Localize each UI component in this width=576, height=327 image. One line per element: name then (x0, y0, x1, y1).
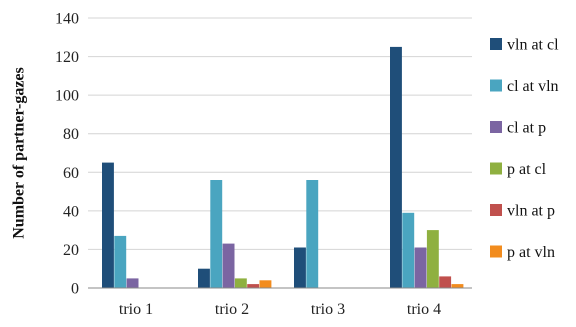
legend-label: vln at p (507, 203, 555, 220)
y-tick-label: 40 (63, 203, 79, 220)
legend-swatch (490, 162, 502, 175)
y-tick-label: 60 (63, 165, 79, 182)
legend-swatch (490, 204, 502, 216)
y-tick-label: 20 (63, 242, 79, 259)
y-tick-label: 120 (55, 49, 79, 66)
bars (102, 46, 464, 289)
y-tick-label: 140 (55, 11, 79, 28)
gridlines (88, 17, 472, 250)
legend-swatch (490, 121, 502, 133)
legend-label: cl at vln (507, 78, 559, 95)
bar-cl-at-p-trio-2 (222, 243, 235, 288)
legend-label: cl at p (507, 120, 546, 137)
bar-p-at-vln-trio-2 (259, 280, 272, 288)
bar-vln-at-cl-trio-1 (102, 162, 114, 288)
legend-swatch (490, 79, 502, 92)
bar-cl-at-vln-trio-1 (114, 235, 127, 288)
legend-label: p at vln (507, 244, 555, 261)
y-tick-labels: 0 20 40 60 80 100 120 140 (55, 11, 79, 298)
bar-vln-at-p-trio-4 (439, 276, 452, 288)
legend-label: vln at cl (507, 37, 559, 54)
bar-cl-at-p-trio-4 (414, 247, 427, 288)
x-tick-label: trio 2 (215, 301, 249, 318)
y-tick-label: 100 (55, 88, 79, 105)
bar-cl-at-vln-trio-3 (306, 180, 319, 288)
bar-vln-at-cl-trio-4 (390, 46, 402, 289)
bar-vln-at-cl-trio-2 (198, 268, 210, 288)
legend: vln at cl cl at vln cl at p p at cl vln at p… (490, 37, 559, 261)
x-tick-labels: trio 1 trio 2 trio 3 trio 4 (119, 301, 441, 318)
bar-cl-at-vln-trio-2 (210, 180, 223, 288)
x-tick-label: trio 1 (119, 301, 153, 318)
bar-vln-at-cl-trio-3 (294, 247, 306, 288)
y-tick-label: 80 (63, 126, 79, 143)
bar-cl-at-vln-trio-4 (402, 212, 415, 288)
x-tick-label: trio 4 (407, 301, 441, 318)
bar-p-at-cl-trio-2 (234, 278, 247, 288)
y-axis-label: Number of partner-gazes (11, 67, 28, 239)
legend-swatch (490, 245, 502, 258)
x-tick-label: trio 3 (311, 301, 345, 318)
y-tick-label: 0 (71, 281, 79, 298)
bar-p-at-cl-trio-4 (426, 230, 439, 288)
bar-vln-at-p-trio-2 (247, 284, 260, 288)
bar-p-at-vln-trio-4 (451, 284, 464, 288)
legend-swatch (490, 38, 502, 50)
bar-cl-at-p-trio-1 (126, 278, 139, 288)
legend-label: p at cl (507, 161, 547, 178)
